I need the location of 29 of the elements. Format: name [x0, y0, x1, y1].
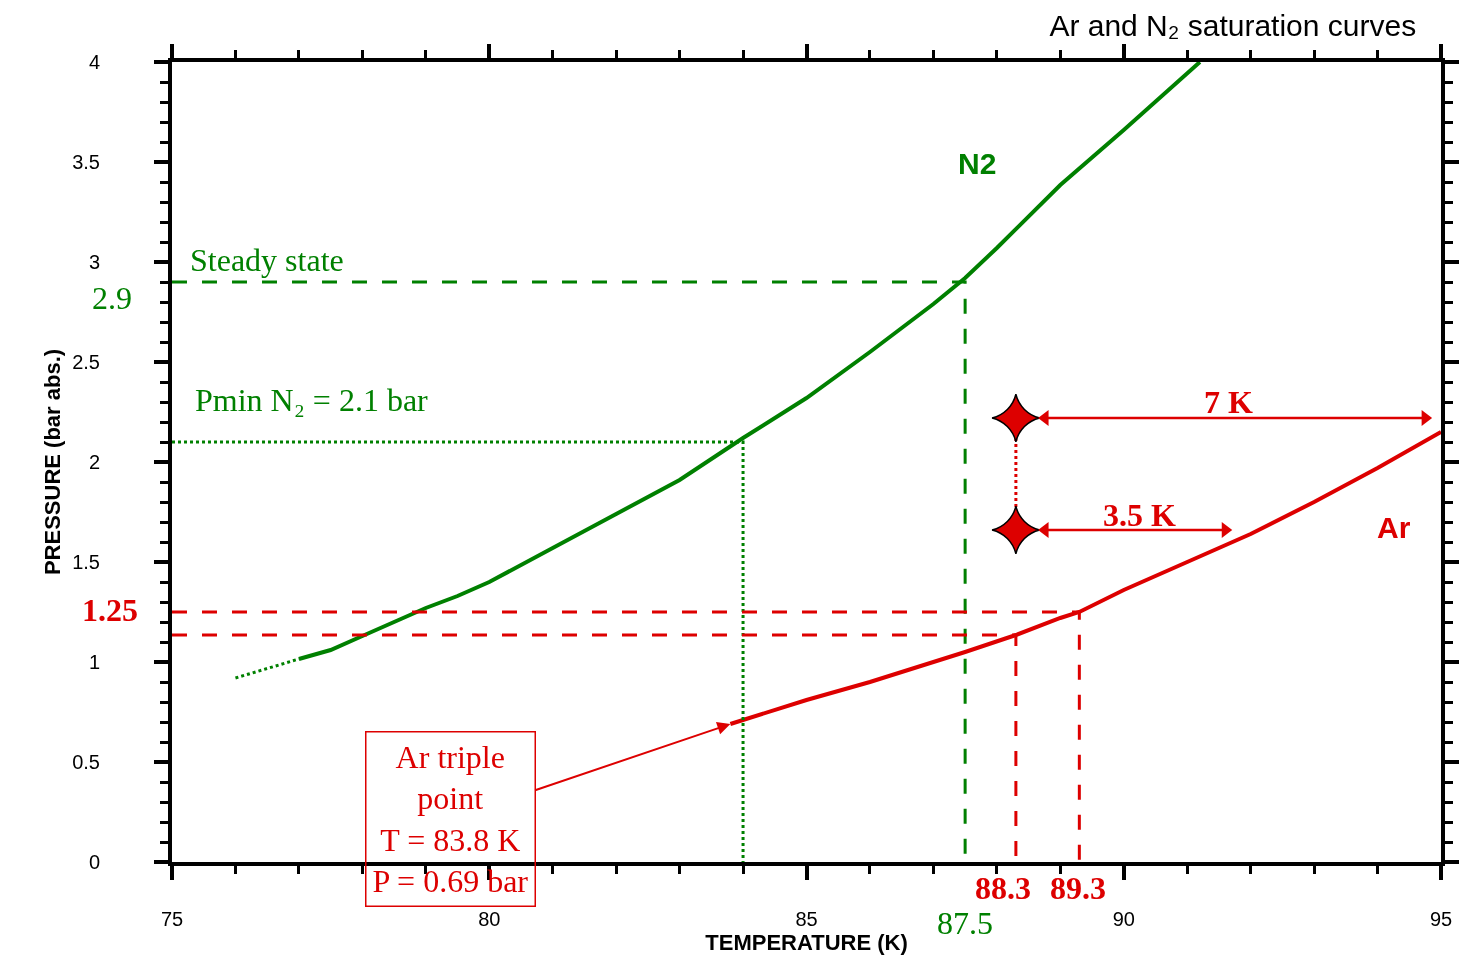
y-tick-label: 2.5 [72, 351, 100, 373]
annotation: 7 K [1204, 384, 1253, 420]
x-tick-label: 85 [795, 908, 818, 930]
x-tick-label: 80 [478, 908, 501, 930]
x-axis-title: TEMPERATURE (K) [705, 930, 908, 955]
text: 88.3 [975, 870, 1031, 906]
y-tick-label: 1.5 [72, 551, 100, 573]
series-label: Ar [1377, 511, 1411, 544]
annotation: 3.5 K [1103, 497, 1176, 533]
y-axis-title: PRESSURE (bar abs.) [40, 348, 66, 576]
series-label: N2 [958, 147, 997, 180]
annotation: Steady state [190, 242, 344, 278]
annotation: Pmin N₂ = 2.1 bar [195, 382, 429, 418]
x-tick-label: 90 [1112, 908, 1135, 930]
y-tick-label: 0 [88, 851, 100, 873]
y-tick-label: 0.5 [72, 751, 100, 773]
annotation: Ar triple point T = 83.8 K P = 0.69 bar [372, 738, 529, 900]
y-tick-label: 3.5 [72, 151, 100, 173]
text: 89.3 [1050, 870, 1106, 906]
y-tick-label: 2 [88, 451, 100, 473]
y-tick-label: 1 [88, 651, 100, 673]
text: 1.25 [82, 592, 138, 628]
y-tick-label: 4 [88, 51, 100, 73]
x-tick-label: 95 [1429, 908, 1453, 930]
chart-title: Ar and N₂ saturation curves [1049, 8, 1417, 42]
x-tick-label: 75 [160, 908, 184, 930]
text: 2.9 [92, 280, 132, 316]
text: 87.5 [937, 905, 993, 941]
y-tick-label: 3 [88, 251, 100, 273]
